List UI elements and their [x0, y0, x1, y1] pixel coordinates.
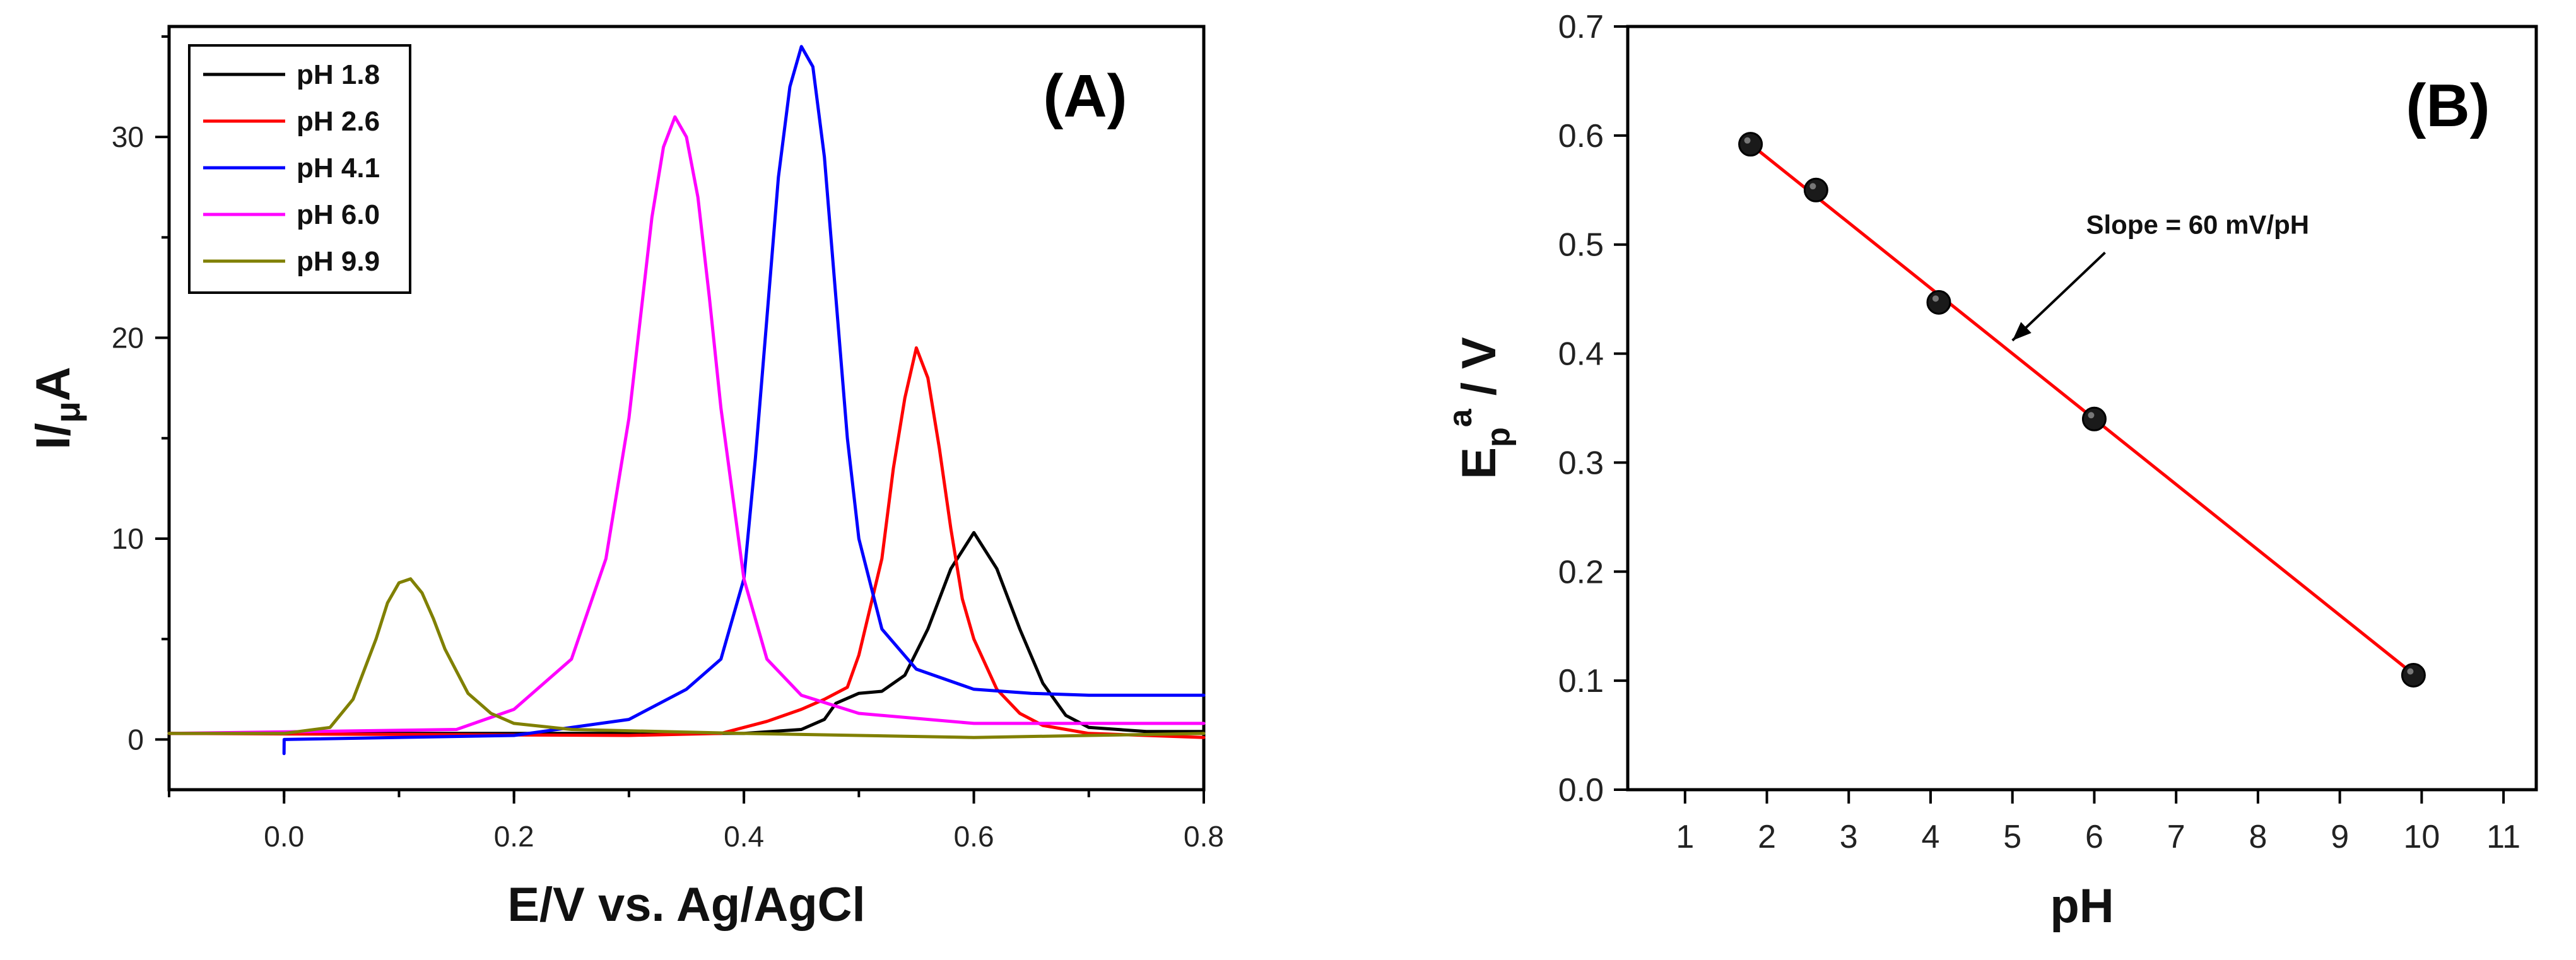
panel-b-x-axis-label: pH — [2050, 879, 2114, 933]
annotation-arrow-head — [2012, 322, 2032, 341]
data-point-highlight — [1809, 183, 1816, 190]
x-tick-label: 0.6 — [954, 820, 994, 853]
panel-b-y-axis-label: Epa / V — [1442, 337, 1517, 479]
panel-b-y-label-main: E — [1452, 447, 1506, 479]
y-tick-label: 0 — [127, 723, 144, 756]
data-point — [1926, 290, 1951, 315]
data-point-highlight — [2088, 412, 2095, 419]
panel-a-x-ticks: 0.0 0.2 0.4 0.6 0.8 — [168, 790, 1224, 853]
series-line-ph-9-9 — [167, 577, 1206, 739]
panel-a-x-axis-label: E/V vs. Ag/AgCl — [507, 878, 865, 932]
y-tick-label: 0.3 — [1558, 445, 1604, 481]
panel-b: 1 2 3 4 5 6 7 8 9 10 11 0.0 0.1 0.2 0.3 0.4 0.5 0.6 0.7 p… — [1442, 9, 2538, 933]
y-tick-label: 0.1 — [1558, 663, 1604, 700]
x-tick-label: 2 — [1758, 819, 1776, 855]
panel-b-frame — [1626, 25, 2538, 792]
x-tick-label: 5 — [2003, 819, 2021, 855]
panel-b-label: (B) — [2406, 72, 2490, 139]
x-tick-label: 3 — [1840, 819, 1858, 855]
panel-a-y-label-unit: A — [26, 366, 80, 401]
panel-b-y-ticks: 0.0 0.1 0.2 0.3 0.4 0.5 0.6 0.7 — [1558, 9, 1628, 809]
x-tick-label: 0.8 — [1184, 820, 1224, 853]
legend-entry: pH 6.0 — [297, 199, 380, 230]
y-tick-label: 0.7 — [1558, 9, 1604, 45]
panel-b-y-label-rest: / V — [1452, 337, 1506, 409]
data-point — [2401, 663, 2426, 688]
x-tick-label: 10 — [2403, 819, 2440, 855]
y-tick-label: 20 — [112, 322, 144, 354]
legend-entry: pH 1.8 — [297, 59, 380, 90]
legend-entry: pH 4.1 — [297, 153, 380, 184]
panel-a-curves — [167, 45, 1206, 756]
x-tick-label: 1 — [1676, 819, 1694, 855]
fit-line — [1750, 143, 2414, 676]
annotation-arrow-line — [2011, 251, 2106, 342]
x-tick-label: 0.2 — [494, 820, 534, 853]
series-line-ph-6-0 — [167, 115, 1206, 735]
series-line-ph-1-8 — [167, 530, 1206, 735]
y-tick-label: 0.5 — [1558, 227, 1604, 264]
panel-b-y-label-sub: p — [1480, 427, 1517, 447]
slope-annotation: Slope = 60 mV/pH — [2086, 209, 2309, 239]
data-point — [1738, 132, 1763, 157]
panel-a-y-label-mu: μ — [47, 401, 87, 423]
panel-a-y-label-main: I/ — [26, 423, 80, 449]
x-tick-label: 0.4 — [724, 820, 764, 853]
y-tick-label: 0.6 — [1558, 118, 1604, 155]
y-tick-label: 0.0 — [1558, 772, 1604, 809]
x-tick-label: 9 — [2331, 819, 2349, 855]
data-point-highlight — [2407, 668, 2414, 675]
series-line-ph-2-6 — [167, 346, 1206, 739]
legend-entry: pH 2.6 — [297, 106, 380, 137]
y-tick-label: 0.4 — [1558, 336, 1604, 373]
data-point-highlight — [1744, 137, 1751, 144]
x-tick-label: 11 — [2486, 819, 2520, 855]
panel-a-frame — [167, 25, 1206, 792]
data-point-highlight — [1932, 295, 1939, 302]
data-point — [1803, 177, 1828, 202]
x-tick-label: 6 — [2085, 819, 2103, 855]
x-tick-label: 7 — [2167, 819, 2185, 855]
panel-a-label: (A) — [1043, 62, 1127, 130]
panel-b-plot — [1738, 132, 2426, 688]
x-tick-label: 8 — [2249, 819, 2267, 855]
panel-a-y-ticks: 0 10 20 30 — [112, 35, 169, 756]
series-line-ph-4-1 — [282, 45, 1206, 756]
legend-entry: pH 9.9 — [297, 246, 380, 277]
data-point — [2081, 406, 2107, 431]
y-tick-label: 10 — [112, 522, 144, 555]
panel-b-x-ticks: 1 2 3 4 5 6 7 8 9 10 11 — [1676, 790, 2520, 855]
panel-b-y-label-sup: a — [1442, 408, 1479, 427]
legend: pH 1.8 pH 2.6 pH 4.1 pH 6.0 pH 9.9 — [188, 44, 411, 294]
y-tick-label: 30 — [112, 120, 144, 153]
x-tick-label: 4 — [1922, 819, 1940, 855]
x-tick-label: 0.0 — [264, 820, 304, 853]
panel-a-y-axis-label: I/μA — [26, 366, 87, 449]
y-tick-label: 0.2 — [1558, 554, 1604, 590]
